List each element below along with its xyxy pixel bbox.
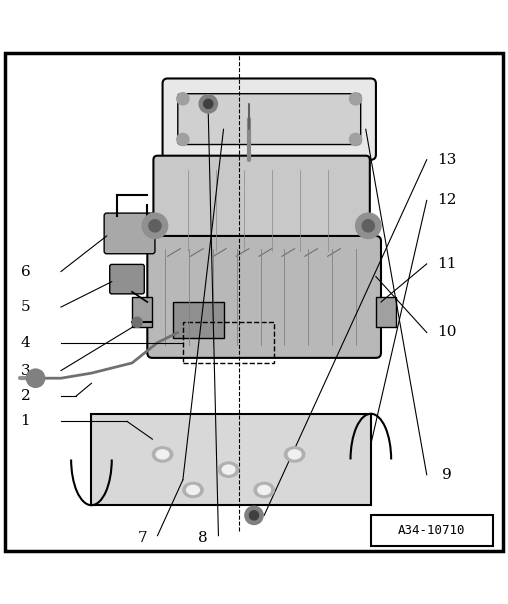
Ellipse shape bbox=[284, 447, 305, 462]
Circle shape bbox=[204, 99, 213, 109]
Polygon shape bbox=[91, 414, 371, 505]
Circle shape bbox=[350, 92, 362, 105]
Text: 11: 11 bbox=[437, 257, 457, 271]
Ellipse shape bbox=[152, 447, 173, 462]
Bar bbox=[173, 302, 224, 338]
FancyBboxPatch shape bbox=[110, 265, 144, 294]
Text: 10: 10 bbox=[437, 326, 457, 339]
Text: 1: 1 bbox=[20, 414, 30, 428]
Text: 2: 2 bbox=[20, 389, 30, 403]
FancyBboxPatch shape bbox=[371, 515, 493, 546]
FancyBboxPatch shape bbox=[153, 156, 370, 265]
Ellipse shape bbox=[254, 483, 274, 498]
Circle shape bbox=[149, 220, 161, 232]
Circle shape bbox=[177, 133, 189, 146]
Text: 3: 3 bbox=[21, 364, 30, 378]
Text: 5: 5 bbox=[21, 300, 30, 314]
Ellipse shape bbox=[183, 483, 203, 498]
Ellipse shape bbox=[288, 450, 301, 459]
Circle shape bbox=[356, 213, 381, 239]
Text: 8: 8 bbox=[199, 532, 208, 545]
Text: 12: 12 bbox=[437, 193, 457, 207]
Bar bbox=[132, 297, 152, 327]
Ellipse shape bbox=[258, 486, 271, 495]
Circle shape bbox=[177, 92, 189, 105]
Circle shape bbox=[245, 506, 263, 524]
Circle shape bbox=[142, 213, 168, 239]
Text: A34-10710: A34-10710 bbox=[398, 524, 465, 537]
Text: 7: 7 bbox=[138, 532, 147, 545]
Text: 4: 4 bbox=[20, 336, 30, 350]
Bar bbox=[183, 323, 274, 363]
Ellipse shape bbox=[218, 462, 239, 477]
Circle shape bbox=[132, 317, 142, 327]
Circle shape bbox=[362, 220, 374, 232]
FancyBboxPatch shape bbox=[163, 79, 376, 160]
Ellipse shape bbox=[187, 486, 199, 495]
FancyBboxPatch shape bbox=[104, 213, 155, 254]
Circle shape bbox=[249, 511, 259, 520]
Ellipse shape bbox=[156, 450, 169, 459]
Ellipse shape bbox=[223, 465, 235, 474]
FancyBboxPatch shape bbox=[147, 236, 381, 358]
Circle shape bbox=[199, 95, 217, 113]
Text: 13: 13 bbox=[437, 153, 457, 167]
FancyBboxPatch shape bbox=[178, 94, 361, 144]
Text: 9: 9 bbox=[442, 467, 452, 482]
Text: 6: 6 bbox=[20, 265, 30, 278]
Circle shape bbox=[26, 369, 45, 387]
Circle shape bbox=[350, 133, 362, 146]
Bar bbox=[376, 297, 396, 327]
